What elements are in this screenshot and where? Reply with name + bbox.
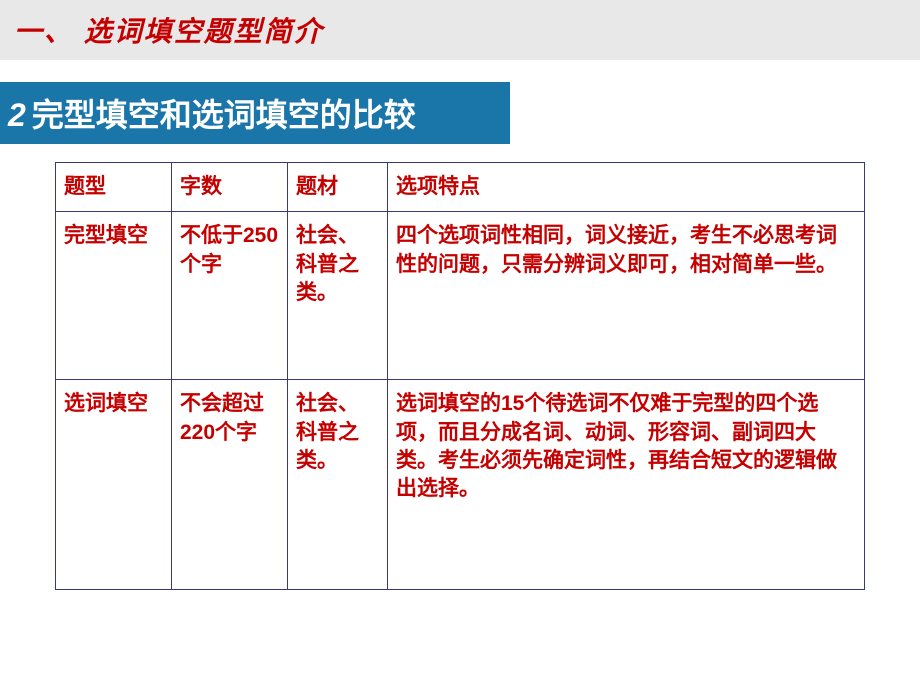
header-features: 选项特点 — [388, 163, 865, 212]
subsection-text: 完型填空和选词填空的比较 — [32, 97, 416, 133]
cell-topic: 社会、科普之类。 — [288, 380, 388, 590]
cell-type: 完型填空 — [56, 212, 172, 380]
cell-topic: 社会、科普之类。 — [288, 212, 388, 380]
cell-type: 选词填空 — [56, 380, 172, 590]
table-row: 选词填空 不会超过220个字 社会、科普之类。 选词填空的15个待选词不仅难于完… — [56, 380, 865, 590]
cell-features: 四个选项词性相同，词义接近，考生不必思考词性的问题，只需分辨词义即可，相对简单一… — [388, 212, 865, 380]
table-row: 完型填空 不低于250个字 社会、科普之类。 四个选项词性相同，词义接近，考生不… — [56, 212, 865, 380]
comparison-table-wrap: 题型 字数 题材 选项特点 完型填空 不低于250个字 社会、科普之类。 四个选… — [0, 144, 920, 590]
comparison-table: 题型 字数 题材 选项特点 完型填空 不低于250个字 社会、科普之类。 四个选… — [55, 162, 865, 590]
header-words: 字数 — [172, 163, 288, 212]
header-topic: 题材 — [288, 163, 388, 212]
cell-words: 不会超过220个字 — [172, 380, 288, 590]
section-title: 一、 选词填空题型简介 — [0, 0, 920, 60]
table-header-row: 题型 字数 题材 选项特点 — [56, 163, 865, 212]
header-type: 题型 — [56, 163, 172, 212]
subsection-number: 2 — [8, 97, 26, 133]
cell-features: 选词填空的15个待选词不仅难于完型的四个选项，而且分成名词、动词、形容词、副词四… — [388, 380, 865, 590]
subsection-title: 2完型填空和选词填空的比较 — [0, 82, 510, 144]
cell-words: 不低于250个字 — [172, 212, 288, 380]
